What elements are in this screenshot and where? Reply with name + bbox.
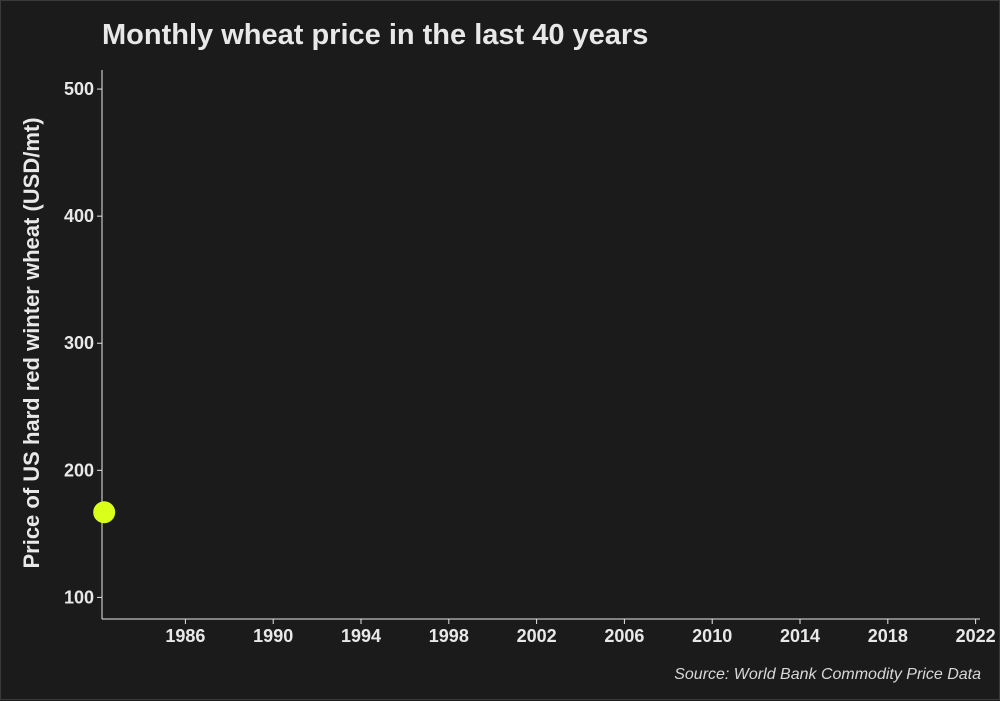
y-tick-label: 500	[64, 79, 94, 99]
y-tick-label: 100	[64, 587, 94, 607]
chart-title: Monthly wheat price in the last 40 years	[102, 19, 648, 51]
y-axis-label: Price of US hard red winter wheat (USD/m…	[19, 117, 44, 568]
y-tick-label: 400	[64, 206, 94, 226]
x-tick-label: 1986	[165, 626, 205, 646]
x-tick-label: 2006	[604, 626, 644, 646]
x-tick-label: 2018	[868, 626, 908, 646]
x-tick-label: 2022	[956, 626, 996, 646]
x-tick-label: 1998	[429, 626, 469, 646]
y-tick-label: 200	[64, 460, 94, 480]
y-axis-ticks: 100 200 300 400 500	[64, 79, 102, 607]
x-tick-label: 1990	[253, 626, 293, 646]
x-tick-label: 2014	[780, 626, 820, 646]
x-tick-label: 2002	[517, 626, 557, 646]
x-tick-label: 2010	[692, 626, 732, 646]
y-tick-label: 300	[64, 333, 94, 353]
source-caption: Source: World Bank Commodity Price Data	[674, 666, 981, 683]
data-point	[93, 501, 116, 524]
x-tick-label: 1994	[341, 626, 381, 646]
data-points	[93, 501, 116, 524]
x-axis-ticks: 1986 1990 1994 1998 2002 2006 2010 2014 2018 2022	[165, 619, 996, 646]
